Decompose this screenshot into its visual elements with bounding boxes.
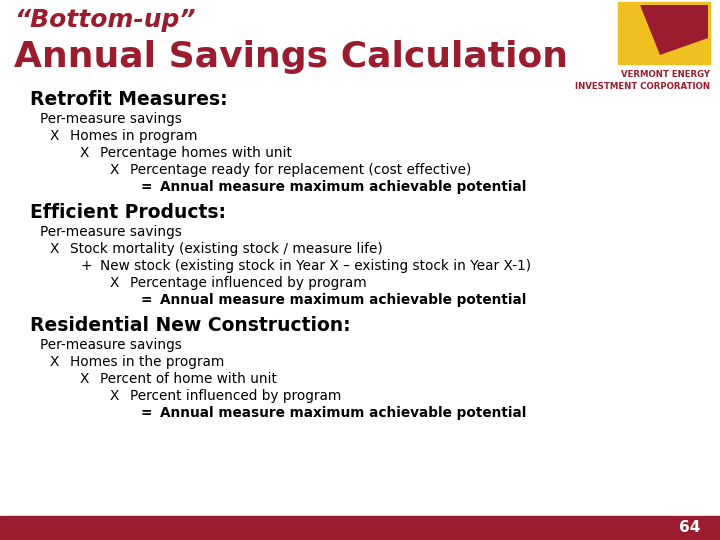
Text: Annual measure maximum achievable potential: Annual measure maximum achievable potent… [160, 293, 526, 307]
Text: X: X [50, 242, 59, 256]
Text: Percentage influenced by program: Percentage influenced by program [130, 276, 366, 290]
Text: Per-measure savings: Per-measure savings [40, 338, 182, 352]
Text: =: = [140, 293, 151, 307]
Text: 64: 64 [679, 521, 700, 536]
Text: +: + [80, 259, 91, 273]
Text: Per-measure savings: Per-measure savings [40, 225, 182, 239]
Text: X: X [110, 389, 120, 403]
Text: X: X [110, 163, 120, 177]
Text: Retrofit Measures:: Retrofit Measures: [30, 90, 228, 109]
Text: VERMONT ENERGY
INVESTMENT CORPORATION: VERMONT ENERGY INVESTMENT CORPORATION [575, 70, 710, 91]
Text: Residential New Construction:: Residential New Construction: [30, 316, 351, 335]
Text: Per-measure savings: Per-measure savings [40, 112, 182, 126]
Text: Annual Savings Calculation: Annual Savings Calculation [14, 40, 568, 74]
Polygon shape [640, 5, 708, 55]
Bar [618, 2, 710, 64]
Text: Annual measure maximum achievable potential: Annual measure maximum achievable potent… [160, 180, 526, 194]
Text: Percent of home with unit: Percent of home with unit [100, 372, 277, 386]
Text: =: = [140, 180, 151, 194]
Text: Percentage homes with unit: Percentage homes with unit [100, 146, 292, 160]
Text: X: X [110, 276, 120, 290]
Text: X: X [80, 146, 89, 160]
Text: Homes in program: Homes in program [70, 129, 197, 143]
Text: New stock (existing stock in Year X – existing stock in Year X-1): New stock (existing stock in Year X – ex… [100, 259, 531, 273]
Text: Homes in the program: Homes in the program [70, 355, 225, 369]
Text: X: X [80, 372, 89, 386]
Text: Percentage ready for replacement (cost effective): Percentage ready for replacement (cost e… [130, 163, 472, 177]
Text: Efficient Products:: Efficient Products: [30, 203, 226, 222]
Text: Percent influenced by program: Percent influenced by program [130, 389, 341, 403]
Text: =: = [140, 406, 151, 420]
Text: Stock mortality (existing stock / measure life): Stock mortality (existing stock / measur… [70, 242, 383, 256]
Bar [0, 516, 720, 540]
Text: X: X [50, 129, 59, 143]
Text: Annual measure maximum achievable potential: Annual measure maximum achievable potent… [160, 406, 526, 420]
Text: X: X [50, 355, 59, 369]
Text: “Bottom-up”: “Bottom-up” [14, 8, 196, 32]
